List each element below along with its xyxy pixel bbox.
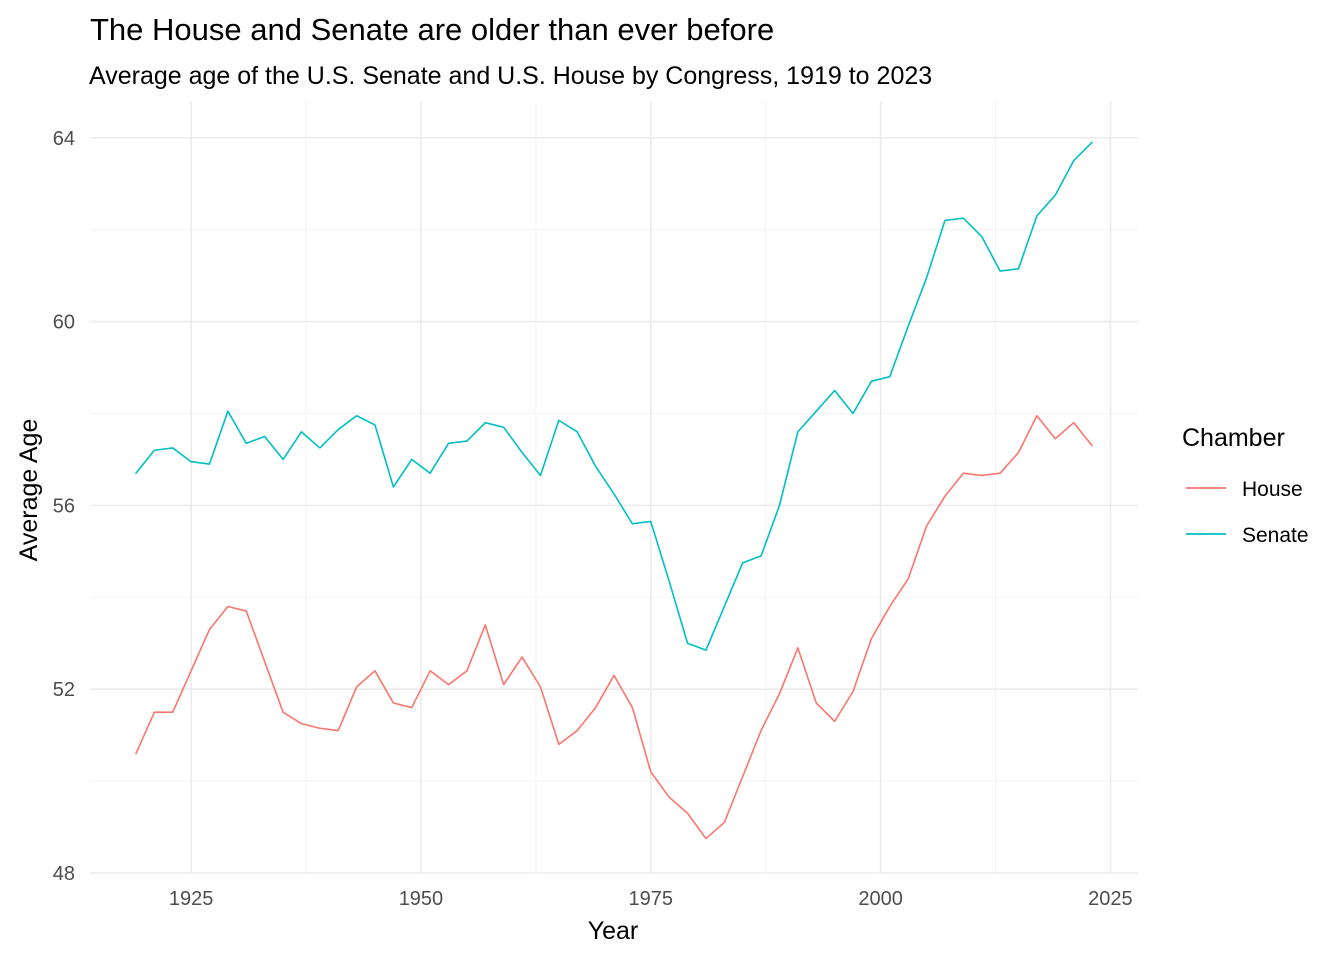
y-axis-ticks: 48 52 56 60 64 [53, 128, 75, 885]
y-axis-title: Average Age [15, 419, 43, 562]
chart-title: The House and Senate are older than ever… [90, 12, 774, 47]
x-tick-label: 2025 [1088, 888, 1133, 910]
x-tick-label: 1975 [629, 888, 674, 910]
legend-items: House Senate [1186, 478, 1309, 547]
x-tick-label: 1950 [399, 888, 444, 910]
y-tick-label: 60 [53, 312, 75, 334]
legend-label-house: House [1242, 478, 1303, 501]
x-tick-label: 1925 [169, 888, 214, 910]
grid [90, 101, 1138, 874]
legend-title: Chamber [1182, 424, 1285, 452]
legend-label-senate: Senate [1242, 524, 1309, 547]
x-axis-ticks: 1925 1950 1975 2000 2025 [169, 888, 1133, 910]
x-tick-label: 2000 [858, 888, 903, 910]
chart-subtitle: Average age of the U.S. Senate and U.S. … [89, 62, 932, 90]
legend: Chamber House Senate [1182, 424, 1309, 547]
series-line-senate [135, 141, 1093, 651]
x-axis-title: Year [588, 917, 639, 945]
series-lines [135, 141, 1093, 840]
y-tick-label: 52 [53, 679, 75, 701]
y-tick-label: 48 [53, 863, 75, 885]
y-tick-label: 64 [53, 128, 75, 150]
plot-panel [90, 101, 1138, 874]
y-tick-label: 56 [53, 495, 75, 517]
series-line-house [135, 414, 1093, 840]
